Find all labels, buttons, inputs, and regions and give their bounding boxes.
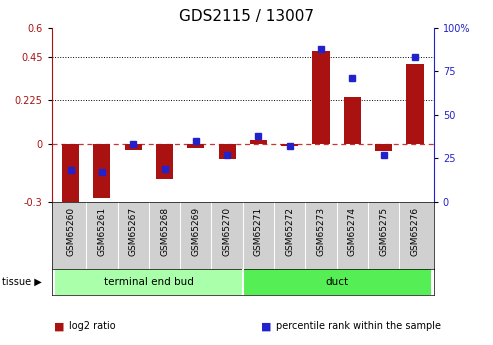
Text: duct: duct: [325, 277, 349, 287]
Bar: [250, 140, 267, 144]
Bar: [125, 144, 142, 150]
Text: log2 ratio: log2 ratio: [69, 321, 116, 331]
Text: GSM65268: GSM65268: [160, 207, 169, 256]
Text: GSM65272: GSM65272: [285, 207, 294, 256]
Text: GSM65269: GSM65269: [191, 207, 200, 256]
Bar: [62, 144, 79, 206]
Text: GSM65261: GSM65261: [98, 207, 106, 256]
Text: GSM65271: GSM65271: [254, 207, 263, 256]
Bar: [406, 65, 423, 144]
Text: terminal end bud: terminal end bud: [104, 277, 194, 287]
Bar: [218, 144, 236, 159]
Bar: [55, 269, 243, 295]
Text: GSM65270: GSM65270: [223, 207, 232, 256]
Bar: [243, 269, 431, 295]
Bar: [344, 97, 361, 144]
Text: GSM65276: GSM65276: [411, 207, 420, 256]
Text: GSM65267: GSM65267: [129, 207, 138, 256]
Text: ■: ■: [54, 321, 65, 331]
Text: GSM65273: GSM65273: [317, 207, 325, 256]
Bar: [313, 51, 330, 144]
Text: GSM65274: GSM65274: [348, 207, 357, 256]
Bar: [375, 144, 392, 151]
Bar: [187, 144, 205, 148]
Text: GDS2115 / 13007: GDS2115 / 13007: [179, 9, 314, 23]
Text: percentile rank within the sample: percentile rank within the sample: [276, 321, 441, 331]
Text: tissue ▶: tissue ▶: [2, 277, 42, 287]
Text: GSM65275: GSM65275: [379, 207, 388, 256]
Bar: [93, 144, 110, 198]
Bar: [281, 144, 298, 146]
Bar: [156, 144, 173, 179]
Text: ■: ■: [261, 321, 272, 331]
Text: GSM65260: GSM65260: [66, 207, 75, 256]
